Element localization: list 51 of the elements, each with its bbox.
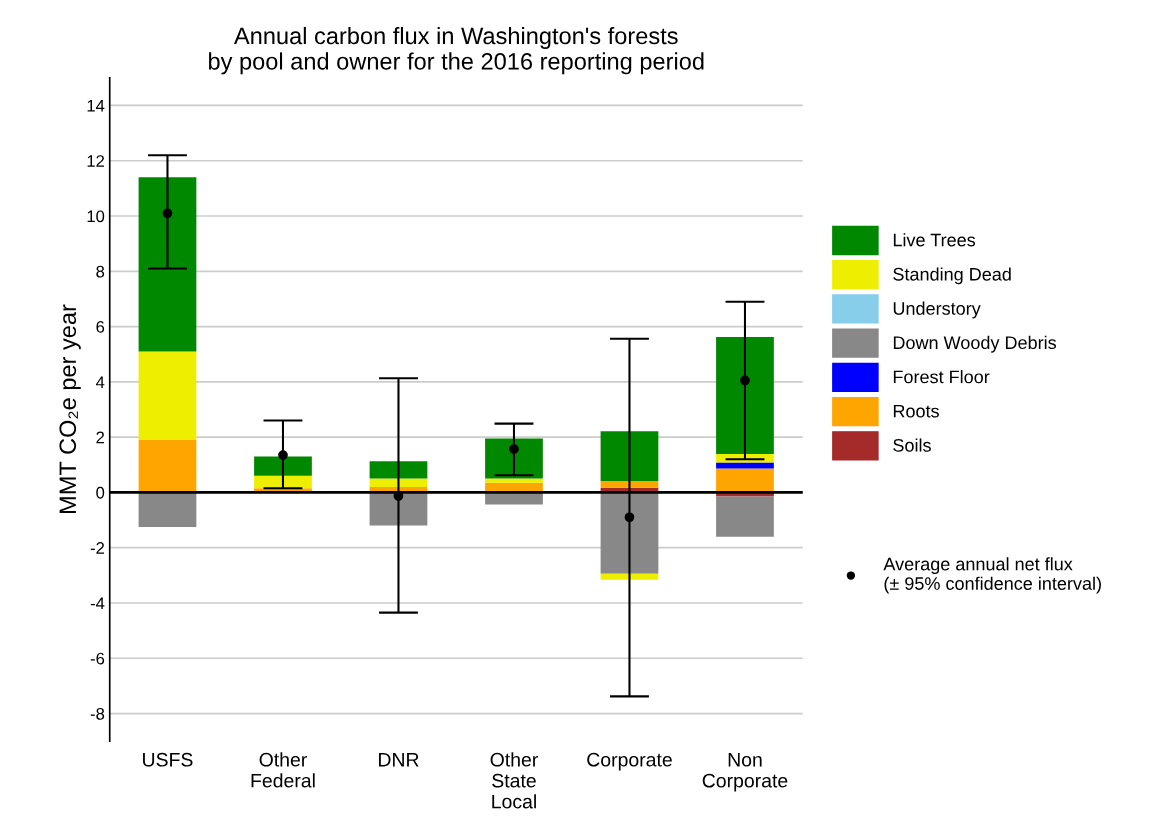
legend-label: Down Woody Debris bbox=[893, 335, 1057, 353]
y-tick-label: 14 bbox=[87, 100, 105, 112]
bar bbox=[485, 482, 543, 492]
bar bbox=[600, 481, 659, 488]
x-tick-label: Non Corporate bbox=[702, 753, 788, 792]
legend-label: Average annual net flux bbox=[883, 557, 1073, 575]
y-axis-title: MMT CO₂e per year bbox=[59, 304, 81, 513]
x-tick-label: Other State Local bbox=[490, 752, 538, 809]
x-tick-label: DNR bbox=[379, 753, 419, 767]
y-tick-label: 8 bbox=[96, 265, 105, 278]
legend-label: Standing Dead bbox=[893, 267, 1011, 285]
legend-label: Roots bbox=[893, 404, 939, 418]
bar bbox=[138, 439, 197, 493]
point bbox=[162, 208, 173, 219]
y-tick-label: -6 bbox=[90, 652, 105, 665]
chart-title: Annual carbon flux in Washington's forests by pool and owner for the 2016 reporting period bbox=[209, 26, 704, 75]
bar bbox=[138, 177, 197, 352]
bar bbox=[369, 461, 428, 479]
point bbox=[509, 444, 519, 454]
x-tick-label: Other Federal bbox=[251, 752, 315, 788]
bar bbox=[716, 337, 774, 454]
y-tick-label: 10 bbox=[87, 210, 105, 223]
legend-label: Forest Floor bbox=[893, 370, 990, 384]
y-tick-label: 12 bbox=[87, 155, 105, 167]
x-tick-label: USFS bbox=[143, 752, 193, 767]
bar bbox=[600, 431, 659, 482]
bar bbox=[254, 456, 312, 476]
bar bbox=[485, 478, 543, 483]
point bbox=[624, 512, 635, 523]
bar bbox=[485, 438, 543, 479]
point bbox=[740, 375, 750, 386]
bar bbox=[716, 468, 774, 493]
point bbox=[278, 450, 288, 460]
bar bbox=[600, 573, 659, 580]
y-tick-label: 2 bbox=[96, 431, 105, 444]
y-tick-label: 0 bbox=[96, 486, 105, 499]
y-tick-label: 6 bbox=[96, 320, 105, 333]
y-tick-label: 4 bbox=[95, 376, 105, 388]
text: (± 95% confidence interval) bbox=[884, 576, 1101, 594]
legend-label: Understory bbox=[893, 301, 981, 319]
bar bbox=[138, 492, 197, 527]
legend-label: Soils bbox=[893, 438, 931, 452]
x-tick-label: Corporate bbox=[587, 752, 672, 771]
y-tick-label: -2 bbox=[90, 542, 105, 554]
y-tick-label: -8 bbox=[90, 707, 105, 720]
bar bbox=[138, 351, 197, 440]
y-tick-label: -4 bbox=[90, 597, 105, 610]
legend-label: Live Trees bbox=[893, 233, 976, 247]
bar bbox=[369, 478, 428, 487]
bar bbox=[600, 492, 659, 574]
bar bbox=[716, 496, 774, 537]
